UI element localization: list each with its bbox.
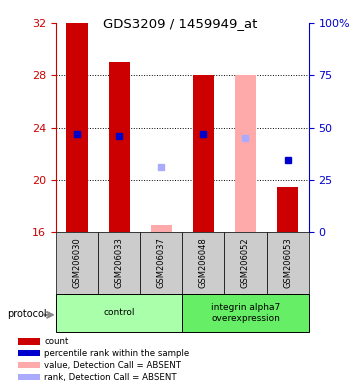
Text: integrin alpha7
overexpression: integrin alpha7 overexpression — [211, 303, 280, 323]
Bar — [277, 187, 298, 232]
Text: percentile rank within the sample: percentile rank within the sample — [44, 349, 190, 358]
Text: rank, Detection Call = ABSENT: rank, Detection Call = ABSENT — [44, 372, 177, 382]
Text: protocol: protocol — [7, 309, 47, 319]
Text: value, Detection Call = ABSENT: value, Detection Call = ABSENT — [44, 361, 181, 369]
Bar — [182, 232, 225, 294]
Text: GSM206053: GSM206053 — [283, 238, 292, 288]
Bar — [182, 294, 309, 332]
Bar — [151, 225, 172, 232]
Bar — [18, 338, 40, 345]
Text: GSM206048: GSM206048 — [199, 238, 208, 288]
Bar — [18, 374, 40, 380]
Bar — [193, 75, 214, 232]
Bar — [18, 362, 40, 368]
Bar — [66, 23, 87, 232]
Text: control: control — [103, 308, 135, 318]
Bar — [18, 350, 40, 356]
Bar — [140, 232, 182, 294]
Bar — [225, 232, 266, 294]
Bar — [98, 232, 140, 294]
Text: GSM206030: GSM206030 — [73, 238, 82, 288]
Text: GDS3209 / 1459949_at: GDS3209 / 1459949_at — [103, 17, 258, 30]
Bar — [56, 232, 98, 294]
Bar — [56, 294, 182, 332]
Text: count: count — [44, 337, 69, 346]
Bar — [266, 232, 309, 294]
Text: GSM206037: GSM206037 — [157, 238, 166, 288]
Bar — [109, 62, 130, 232]
Bar — [235, 75, 256, 232]
Text: GSM206052: GSM206052 — [241, 238, 250, 288]
Text: GSM206033: GSM206033 — [115, 238, 123, 288]
